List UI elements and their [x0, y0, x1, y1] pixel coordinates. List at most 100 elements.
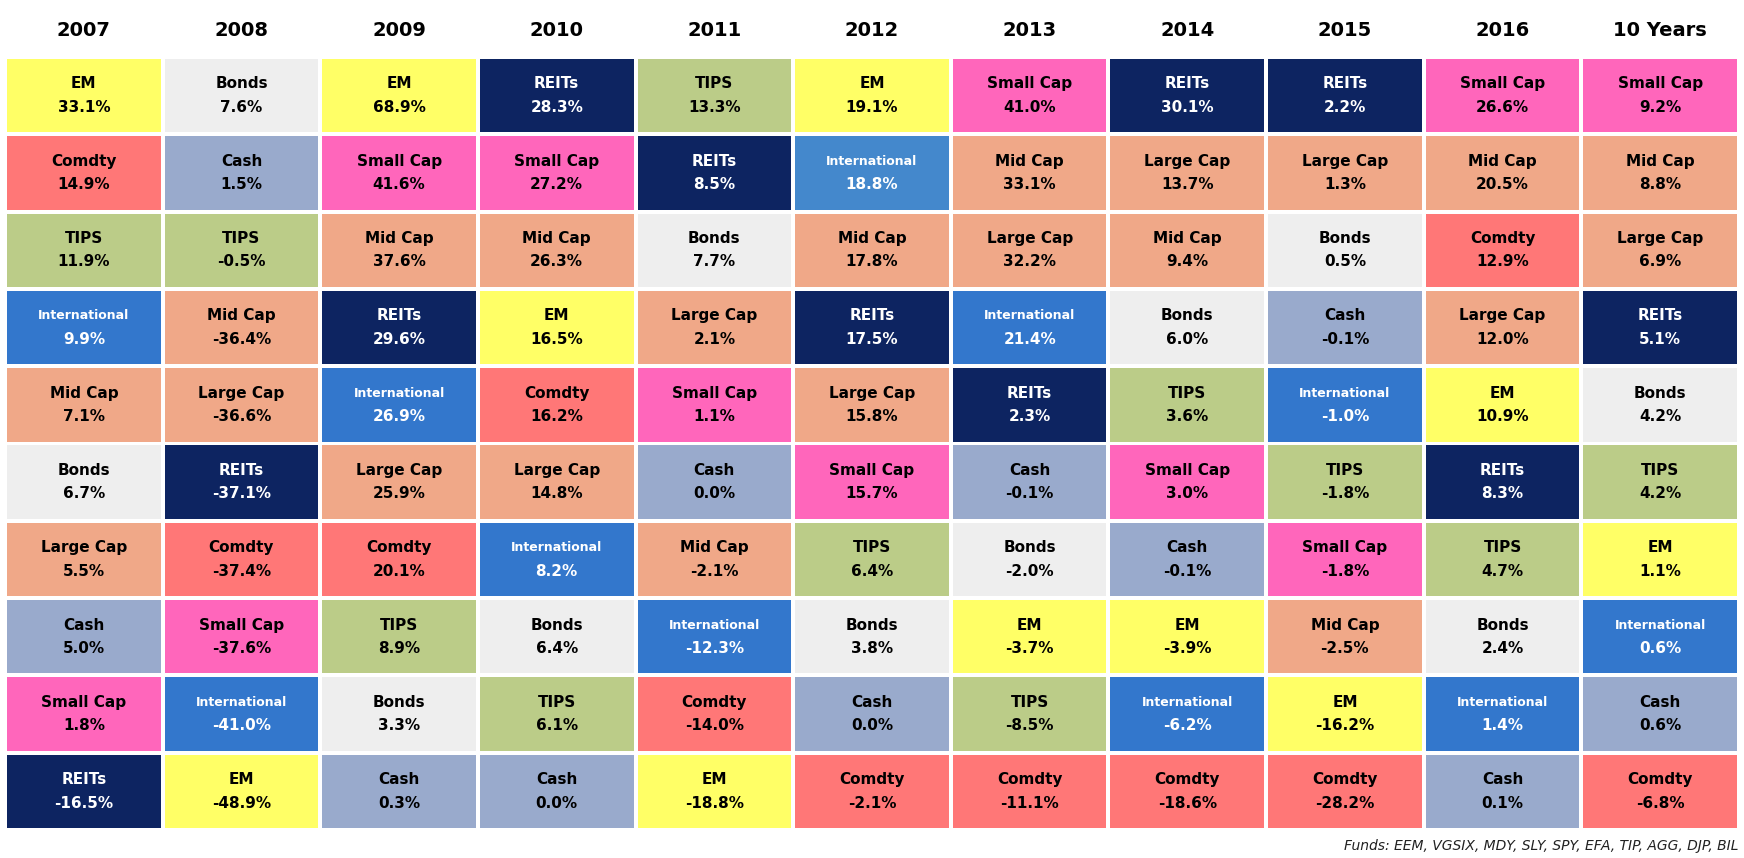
Bar	[952, 291, 1106, 364]
Bar	[638, 600, 792, 674]
Text: 2009: 2009	[371, 21, 426, 40]
Text: EM: EM	[544, 308, 570, 323]
Text: 8.3%: 8.3%	[1481, 486, 1524, 501]
Text: EM: EM	[1648, 541, 1672, 555]
Text: 13.3%: 13.3%	[689, 100, 741, 115]
Bar	[480, 755, 633, 828]
Bar	[1268, 291, 1421, 364]
Bar	[638, 368, 792, 442]
Text: Large Cap: Large Cap	[1144, 154, 1231, 169]
Text: Large Cap: Large Cap	[513, 463, 600, 478]
Text: Large Cap: Large Cap	[199, 385, 284, 401]
Text: 2015: 2015	[1318, 21, 1373, 40]
Text: REITs: REITs	[61, 772, 106, 787]
Text: 3.3%: 3.3%	[378, 718, 420, 734]
Text: 11.9%: 11.9%	[58, 255, 110, 269]
Text: 2010: 2010	[530, 21, 584, 40]
Text: REITs: REITs	[1322, 76, 1367, 92]
Text: 8.8%: 8.8%	[1639, 178, 1681, 192]
Text: Cash: Cash	[851, 695, 893, 710]
Text: EM: EM	[228, 772, 255, 787]
Bar	[7, 523, 160, 596]
Bar	[480, 523, 633, 596]
Bar	[164, 59, 317, 132]
Text: Mid Cap: Mid Cap	[49, 385, 119, 401]
Bar	[7, 291, 160, 364]
Text: International: International	[984, 310, 1076, 323]
Text: Large Cap: Large Cap	[1301, 154, 1388, 169]
Text: 10.9%: 10.9%	[1475, 409, 1529, 424]
Text: 1.5%: 1.5%	[220, 178, 262, 192]
Bar	[480, 600, 633, 674]
Text: International: International	[511, 541, 602, 554]
Bar	[952, 136, 1106, 209]
Bar	[1427, 445, 1580, 519]
Text: -3.9%: -3.9%	[1163, 641, 1212, 656]
Bar	[1427, 136, 1580, 209]
Text: 33.1%: 33.1%	[58, 100, 110, 115]
Text: International: International	[1456, 696, 1549, 709]
Bar	[1268, 600, 1421, 674]
Text: 6.7%: 6.7%	[63, 486, 105, 501]
Text: REITs: REITs	[692, 154, 738, 169]
Bar	[1268, 136, 1421, 209]
Text: 2013: 2013	[1003, 21, 1057, 40]
Text: -37.6%: -37.6%	[211, 641, 270, 656]
Text: Comdty: Comdty	[1627, 772, 1693, 787]
Text: 1.8%: 1.8%	[63, 718, 105, 734]
Text: International: International	[668, 619, 760, 631]
Text: 18.8%: 18.8%	[846, 178, 898, 192]
Bar	[1427, 368, 1580, 442]
Text: Bonds: Bonds	[373, 695, 426, 710]
Text: -37.4%: -37.4%	[211, 564, 270, 578]
Text: 17.5%: 17.5%	[846, 332, 898, 347]
Text: -37.1%: -37.1%	[213, 486, 270, 501]
Bar	[1268, 755, 1421, 828]
Bar	[164, 368, 317, 442]
Text: Cash: Cash	[63, 618, 105, 632]
Text: REITs: REITs	[1006, 385, 1052, 401]
Text: Bonds: Bonds	[530, 618, 582, 632]
Text: 0.1%: 0.1%	[1482, 795, 1524, 811]
Text: Bonds: Bonds	[1634, 385, 1686, 401]
Bar	[638, 291, 792, 364]
Text: 7.7%: 7.7%	[694, 255, 736, 269]
Text: Comdty: Comdty	[1470, 231, 1535, 246]
Text: 6.0%: 6.0%	[1167, 332, 1209, 347]
Text: Cash: Cash	[1482, 772, 1523, 787]
Text: Cash: Cash	[1639, 695, 1681, 710]
Text: 20.1%: 20.1%	[373, 564, 426, 578]
Text: 3.6%: 3.6%	[1167, 409, 1209, 424]
Text: TIPS: TIPS	[696, 76, 734, 92]
Bar	[480, 214, 633, 287]
Text: 10 Years: 10 Years	[1613, 21, 1707, 40]
Bar	[7, 59, 160, 132]
Bar	[323, 291, 476, 364]
Bar	[952, 368, 1106, 442]
Text: 16.5%: 16.5%	[530, 332, 582, 347]
Text: Small Cap: Small Cap	[830, 463, 914, 478]
Text: -41.0%: -41.0%	[213, 718, 270, 734]
Text: Bonds: Bonds	[1318, 231, 1371, 246]
Text: Small Cap: Small Cap	[199, 618, 284, 632]
Text: 37.6%: 37.6%	[373, 255, 426, 269]
Bar	[952, 678, 1106, 751]
Text: Cash: Cash	[221, 154, 262, 169]
Text: 27.2%: 27.2%	[530, 178, 582, 192]
Text: Comdty: Comdty	[839, 772, 905, 787]
Bar	[164, 445, 317, 519]
Text: EM: EM	[701, 772, 727, 787]
Text: -1.0%: -1.0%	[1320, 409, 1369, 424]
Text: International: International	[1142, 696, 1233, 709]
Text: 2011: 2011	[687, 21, 741, 40]
Text: 1.4%: 1.4%	[1482, 718, 1524, 734]
Bar	[1427, 600, 1580, 674]
Text: -28.2%: -28.2%	[1315, 795, 1374, 811]
Bar	[952, 214, 1106, 287]
Text: 2008: 2008	[215, 21, 269, 40]
Bar	[1427, 59, 1580, 132]
Bar	[7, 445, 160, 519]
Text: Small Cap: Small Cap	[987, 76, 1073, 92]
Bar	[952, 523, 1106, 596]
Text: -2.1%: -2.1%	[691, 564, 739, 578]
